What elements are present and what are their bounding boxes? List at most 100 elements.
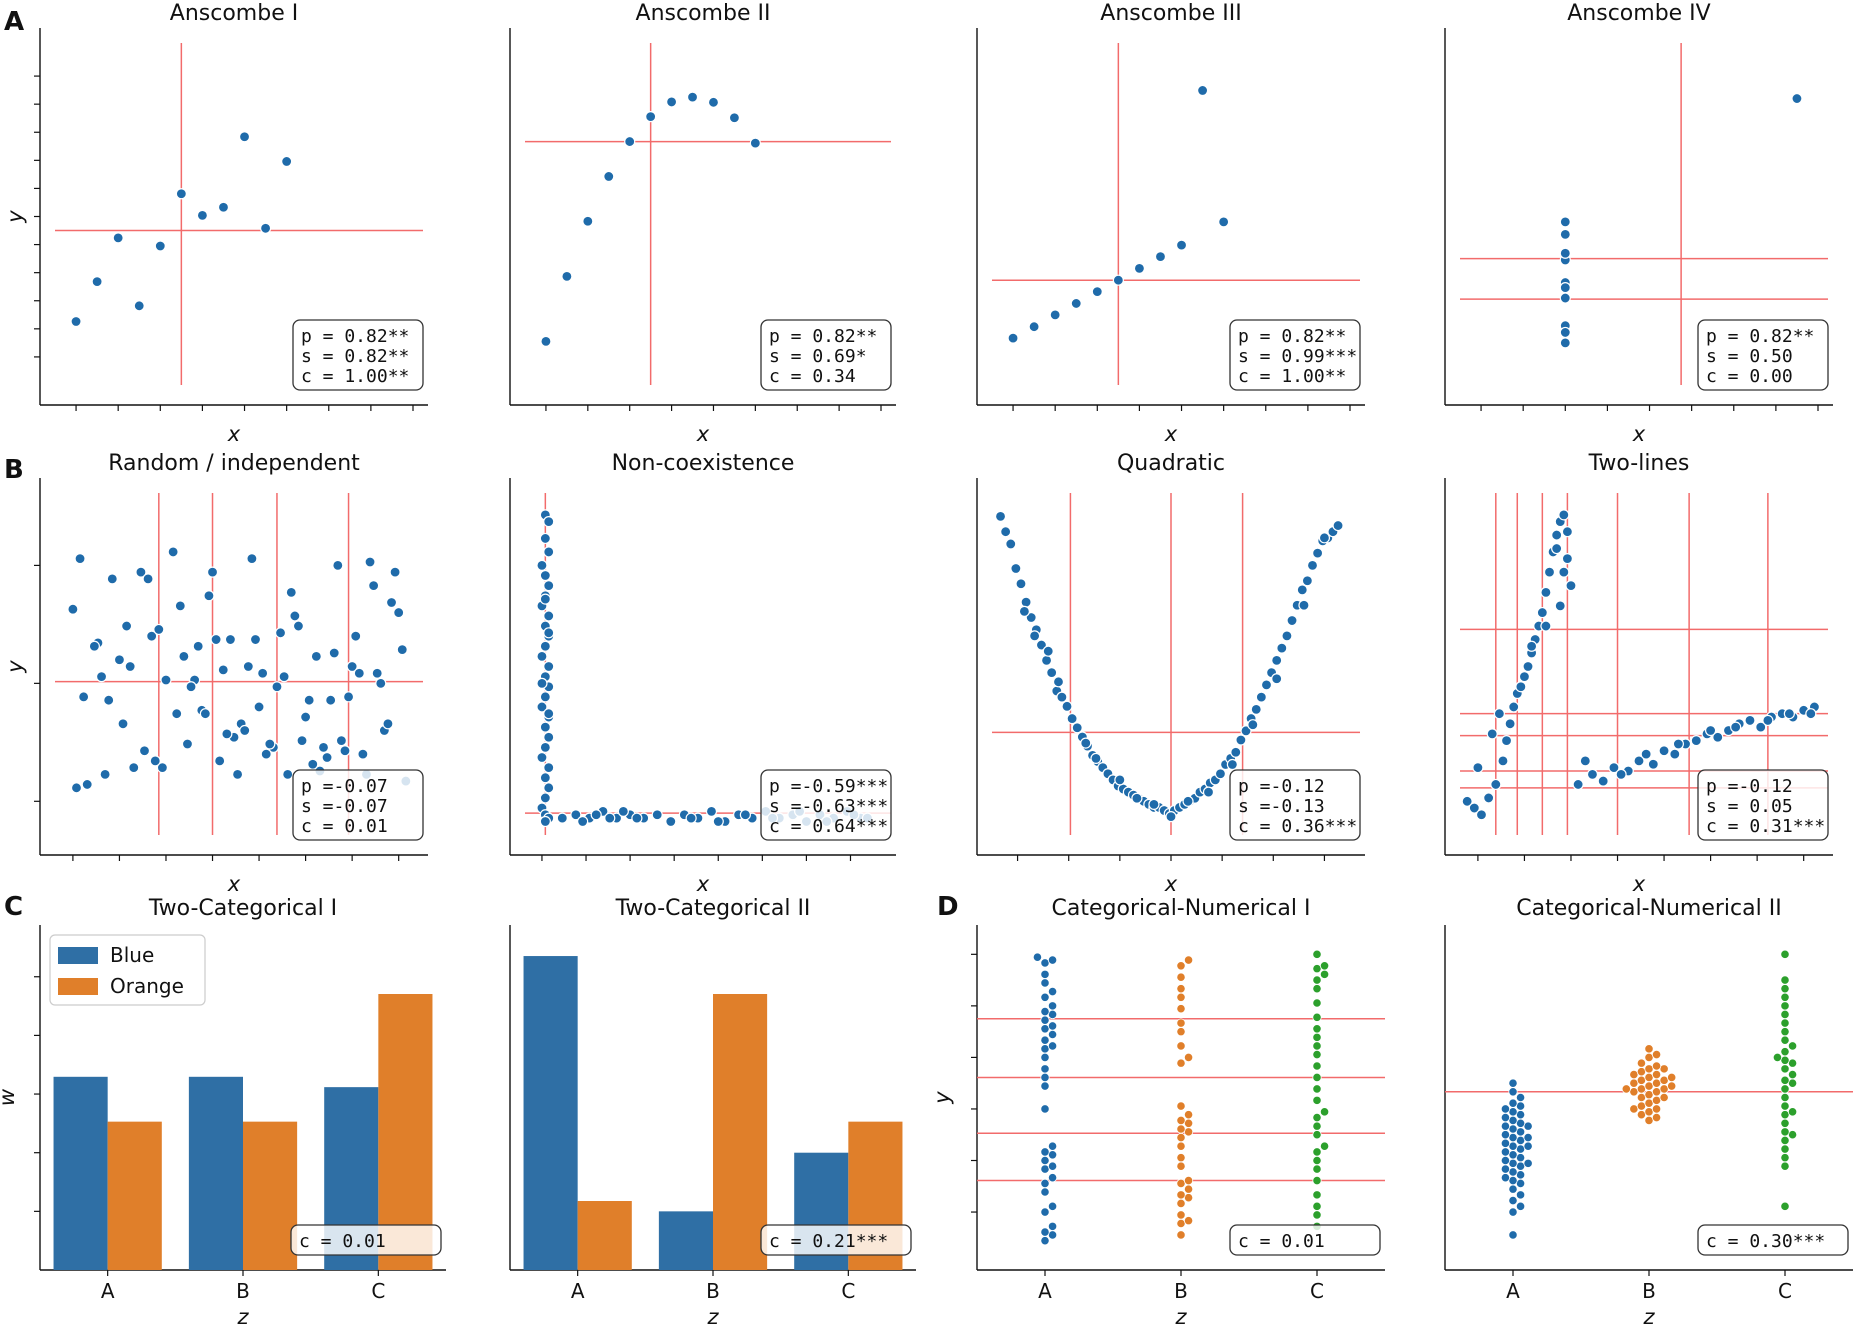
chart-10: A B C Two-Categorical II z c = 0.21*** xyxy=(509,896,916,1329)
chart-5-ylabel: y xyxy=(3,660,27,674)
chart-12-point-a xyxy=(1515,1178,1526,1189)
chart-7-point xyxy=(1318,532,1331,544)
chart-12-point-c xyxy=(1780,975,1790,985)
chart-11-point-a xyxy=(1047,1021,1058,1031)
chart-1-point xyxy=(217,201,230,213)
chart-7-stats-box xyxy=(1229,769,1361,841)
chart-1-stat-line: c = 1.00** xyxy=(301,366,409,387)
chart-12-point-b xyxy=(1629,1069,1639,1080)
chart-11: A B C Categorical-Numerical I z y c = 0.01 xyxy=(930,896,1385,1329)
chart-11-point-b xyxy=(1176,1178,1186,1189)
chart-6-stats-box xyxy=(760,769,892,841)
chart-11-point-c xyxy=(1312,1112,1322,1123)
chart-6-point xyxy=(705,805,718,818)
chart-5-point xyxy=(88,640,100,652)
chart-6-point xyxy=(539,532,551,545)
chart-12-point-c xyxy=(1787,1078,1798,1088)
chart-11-point-a xyxy=(1040,1227,1050,1237)
chart-12-point-c xyxy=(1787,1058,1798,1068)
chart-11-point-a xyxy=(1040,1104,1050,1114)
chart-11-point-a xyxy=(1047,1041,1058,1051)
chart-12-point-a xyxy=(1508,1115,1518,1126)
chart-7-point xyxy=(1040,654,1053,666)
chart-12-point-c xyxy=(1787,1041,1798,1051)
chart-2-point xyxy=(728,112,741,124)
chart-5: Random / independent x y p =-0.07s =-0.07c … xyxy=(3,451,428,896)
chart-7-point xyxy=(1312,547,1324,559)
chart-11-point-b xyxy=(1176,1004,1186,1014)
chart-11-point-b xyxy=(1183,1175,1194,1186)
chart-11-point-a xyxy=(1047,1009,1058,1020)
chart-12-point-a xyxy=(1515,1127,1526,1137)
chart-6-xlabel: x xyxy=(696,872,710,896)
chart-12-point-a xyxy=(1515,1135,1526,1146)
chart-7-point xyxy=(1029,630,1041,642)
chart-11-point-a xyxy=(1040,1236,1050,1246)
chart-5-point xyxy=(393,606,405,619)
chart-7: Quadratic x p =-0.12s =-0.13c = 0.36*** xyxy=(976,451,1365,896)
chart-11-x-tick-label: C xyxy=(1310,1279,1324,1303)
chart-5-point xyxy=(257,667,269,679)
chart-12-point-c xyxy=(1780,1009,1790,1020)
chart-7-xlabel: x xyxy=(1164,872,1178,896)
chart-5-point xyxy=(328,647,340,659)
chart-8-point xyxy=(1762,714,1774,727)
chart-1-stat-line: s = 0.82** xyxy=(301,346,409,367)
chart-5-point xyxy=(353,667,365,679)
chart-12-point-b xyxy=(1651,1061,1662,1071)
chart-12-point-c xyxy=(1780,1084,1790,1094)
chart-6-point xyxy=(539,593,551,605)
chart-6-point xyxy=(543,660,555,673)
chart-12-point-a xyxy=(1523,1141,1533,1151)
chart-11-point-b xyxy=(1183,1052,1194,1063)
chart-12-x-tick-label: A xyxy=(1506,1279,1520,1303)
chart-5-xlabel: x xyxy=(227,872,241,896)
chart-5-point xyxy=(117,718,129,730)
chart-11-point-a xyxy=(1040,1044,1050,1054)
chart-7-point xyxy=(1148,798,1160,810)
chart-8-point xyxy=(1572,778,1584,791)
chart-12-point-b xyxy=(1651,1069,1662,1080)
chart-8-point xyxy=(1712,731,1724,743)
chart-4-point xyxy=(1559,216,1571,228)
chart-12-point-c xyxy=(1780,1035,1790,1045)
chart-5-point xyxy=(278,671,290,683)
chart-5-point xyxy=(375,677,387,689)
chart-4-point xyxy=(1559,326,1571,339)
chart-11-point-a xyxy=(1047,1141,1058,1151)
chart-1-point xyxy=(175,188,187,200)
chart-11-point-a xyxy=(1047,1161,1058,1171)
chart-8-title: Two-lines xyxy=(1588,451,1690,476)
chart-5-point xyxy=(382,718,394,730)
chart-3-point xyxy=(1218,216,1230,228)
chart-12-point-b xyxy=(1651,1104,1662,1114)
chart-7-point xyxy=(1286,614,1298,627)
chart-11-point-a xyxy=(1040,1207,1050,1217)
chart-6-point xyxy=(539,772,551,784)
chart-8-point xyxy=(1486,728,1498,740)
chart-7-point xyxy=(1018,605,1030,617)
chart-1-point xyxy=(133,300,145,312)
chart-7-point xyxy=(1090,752,1102,765)
chart-11-point-a xyxy=(1040,978,1050,988)
chart-8-point xyxy=(1579,755,1591,767)
chart-11-point-b xyxy=(1176,1161,1186,1171)
chart-12-point-b xyxy=(1644,1052,1654,1063)
chart-12-point-a xyxy=(1508,1175,1518,1186)
chart-6-stat-line: c = 0.64*** xyxy=(769,816,888,837)
chart-11-point-b xyxy=(1176,1132,1186,1143)
chart-11-point-b xyxy=(1176,1115,1186,1126)
chart-10-bar-orange xyxy=(713,994,768,1270)
chart-11-point-a xyxy=(1040,1024,1050,1034)
chart-5-point xyxy=(106,573,118,585)
chart-9-ylabel: w xyxy=(0,1088,19,1106)
chart-12-point-a xyxy=(1500,1155,1511,1166)
chart-9-x-tick-label: A xyxy=(101,1279,115,1303)
chart-12-point-b xyxy=(1636,1092,1647,1103)
chart-5-point xyxy=(242,660,254,673)
chart-5-point xyxy=(260,748,272,760)
chart-7-title: Quadratic xyxy=(1117,451,1225,476)
chart-7-stat-line: c = 0.36*** xyxy=(1238,816,1357,837)
chart-4: Anscombe IV x p = 0.82**s = 0.50c = 0.00 xyxy=(1444,1,1833,446)
